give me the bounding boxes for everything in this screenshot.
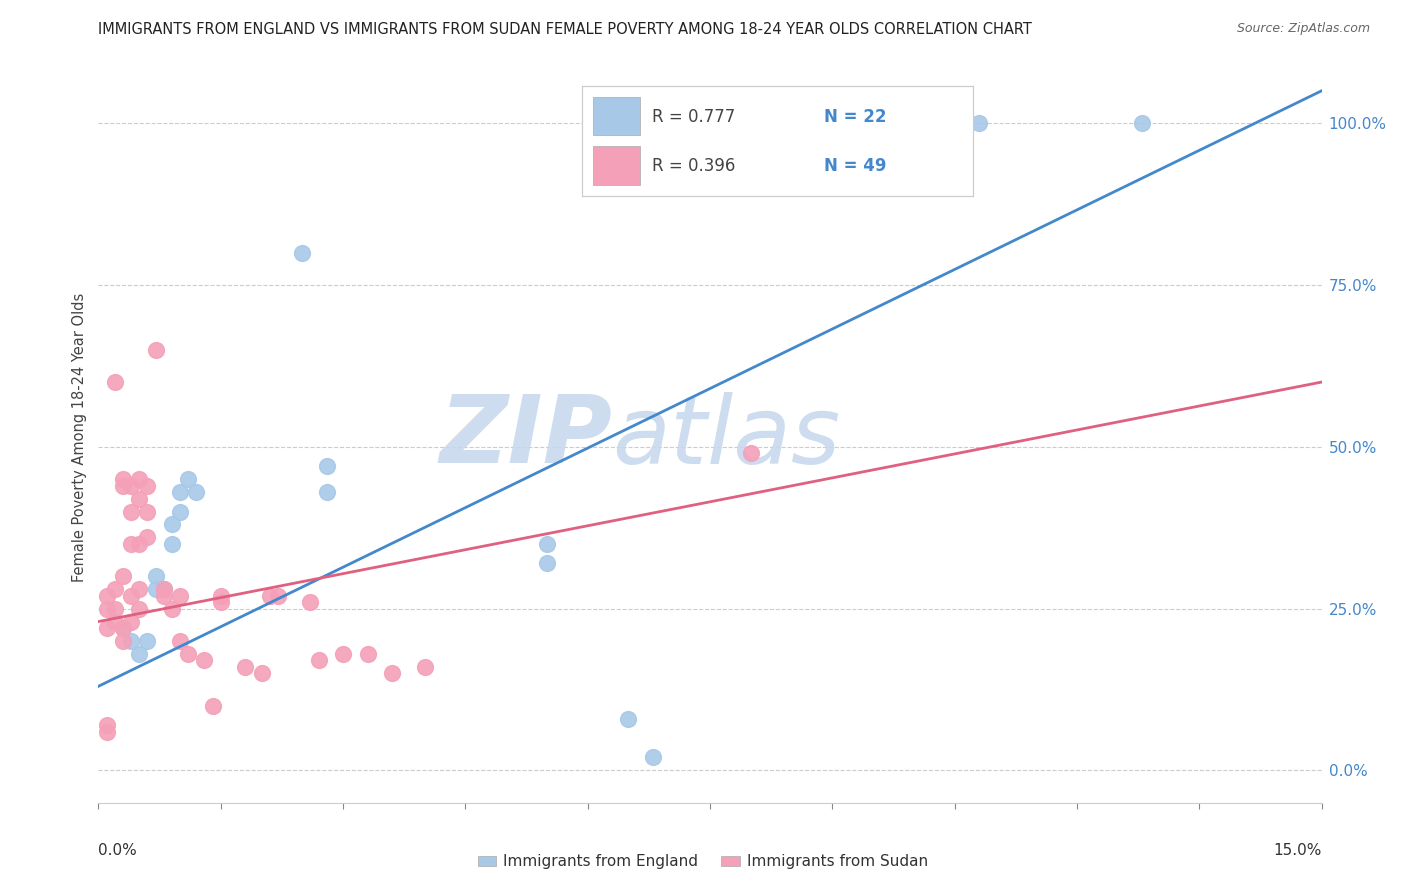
- Point: [136, 504, 159, 518]
- Point: [111, 569, 134, 583]
- Point: [128, 647, 150, 661]
- Point: [177, 647, 200, 661]
- Point: [160, 517, 183, 532]
- Text: 0.0%: 0.0%: [98, 843, 138, 858]
- Y-axis label: Female Poverty Among 18-24 Year Olds: Female Poverty Among 18-24 Year Olds: [72, 293, 87, 582]
- Point: [193, 653, 215, 667]
- Point: [128, 537, 150, 551]
- Point: [96, 601, 118, 615]
- Point: [299, 595, 322, 609]
- Point: [120, 478, 142, 492]
- Point: [1130, 116, 1153, 130]
- Point: [209, 595, 232, 609]
- Text: atlas: atlas: [612, 392, 841, 483]
- Point: [315, 459, 337, 474]
- Text: 15.0%: 15.0%: [1274, 843, 1322, 858]
- Point: [120, 589, 142, 603]
- Point: [120, 615, 142, 629]
- Point: [160, 537, 183, 551]
- Point: [145, 569, 167, 583]
- Point: [128, 491, 150, 506]
- Point: [413, 660, 436, 674]
- Point: [381, 666, 404, 681]
- Point: [104, 375, 127, 389]
- Point: [209, 589, 232, 603]
- Point: [160, 601, 183, 615]
- Point: [152, 582, 174, 597]
- Legend: Immigrants from England, Immigrants from Sudan: Immigrants from England, Immigrants from…: [471, 848, 935, 875]
- Point: [136, 530, 159, 544]
- Text: ZIP: ZIP: [439, 391, 612, 483]
- Point: [169, 589, 191, 603]
- Point: [96, 724, 118, 739]
- Point: [96, 718, 118, 732]
- Point: [740, 446, 762, 460]
- Text: Source: ZipAtlas.com: Source: ZipAtlas.com: [1237, 22, 1371, 36]
- Point: [315, 485, 337, 500]
- Point: [308, 653, 330, 667]
- Point: [152, 582, 174, 597]
- Point: [233, 660, 256, 674]
- Point: [169, 485, 191, 500]
- Point: [136, 478, 159, 492]
- Point: [111, 634, 134, 648]
- Text: IMMIGRANTS FROM ENGLAND VS IMMIGRANTS FROM SUDAN FEMALE POVERTY AMONG 18-24 YEAR: IMMIGRANTS FROM ENGLAND VS IMMIGRANTS FR…: [98, 22, 1032, 37]
- Point: [111, 472, 134, 486]
- Point: [111, 621, 134, 635]
- Point: [169, 504, 191, 518]
- Point: [152, 589, 174, 603]
- Point: [96, 621, 118, 635]
- Point: [291, 245, 314, 260]
- Point: [536, 557, 558, 571]
- Point: [120, 537, 142, 551]
- Point: [136, 634, 159, 648]
- Point: [617, 712, 640, 726]
- Point: [120, 504, 142, 518]
- Point: [967, 116, 990, 130]
- Point: [332, 647, 354, 661]
- Point: [104, 615, 127, 629]
- Point: [128, 601, 150, 615]
- Point: [120, 634, 142, 648]
- Point: [104, 582, 127, 597]
- Point: [145, 582, 167, 597]
- Point: [111, 621, 134, 635]
- Point: [145, 343, 167, 357]
- Point: [169, 634, 191, 648]
- Point: [250, 666, 273, 681]
- Point: [128, 472, 150, 486]
- Point: [96, 589, 118, 603]
- Point: [267, 589, 290, 603]
- Point: [186, 485, 208, 500]
- Point: [177, 472, 200, 486]
- Point: [536, 537, 558, 551]
- Point: [641, 750, 664, 764]
- Point: [111, 478, 134, 492]
- Point: [201, 698, 224, 713]
- Point: [356, 647, 378, 661]
- Point: [128, 582, 150, 597]
- Point: [104, 601, 127, 615]
- Point: [259, 589, 281, 603]
